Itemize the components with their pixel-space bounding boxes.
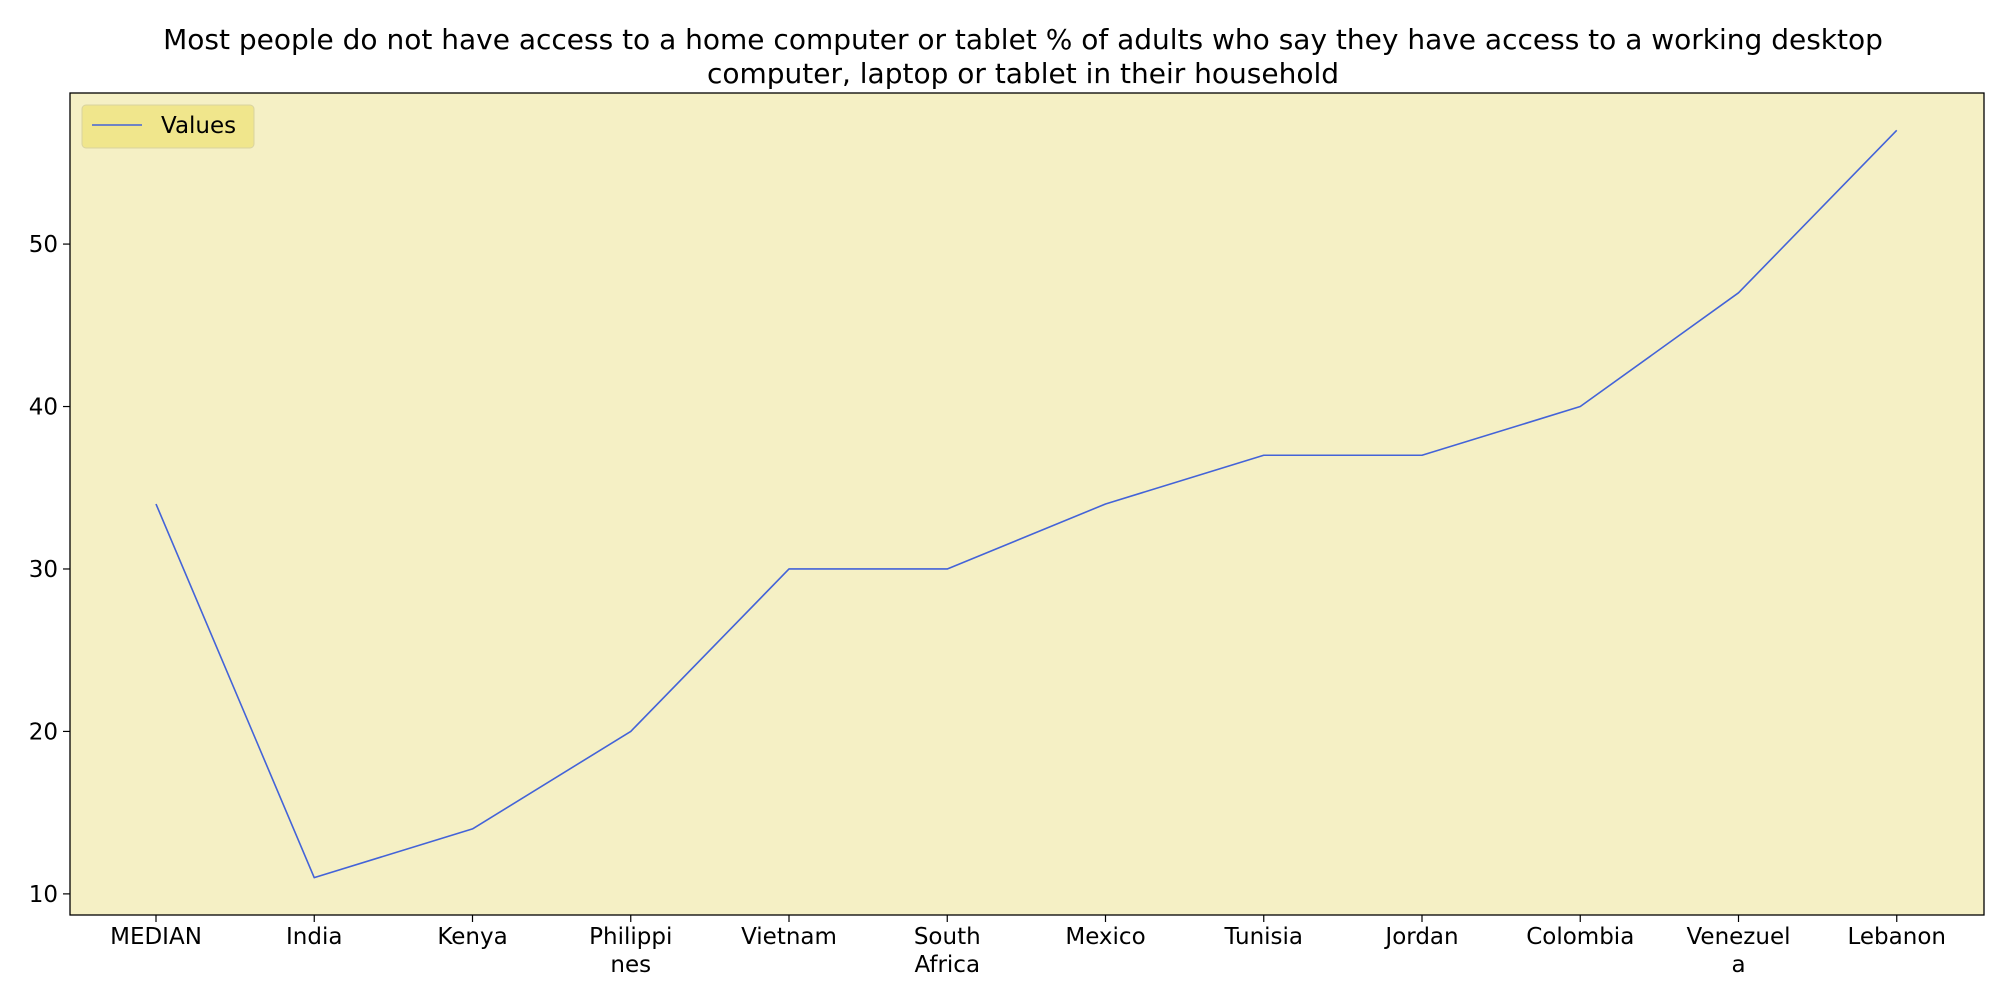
x-tick-label: Venezuel [1686, 924, 1790, 950]
x-tick-label: Africa [914, 952, 980, 978]
x-tick-label: Jordan [1383, 924, 1458, 950]
x-tick-label: Lebanon [1848, 924, 1946, 950]
legend-box [81, 104, 255, 149]
chart-title: Most people do not have access to a home… [163, 23, 1883, 90]
chart-title-line-2: computer, laptop or tablet in their hous… [707, 57, 1339, 90]
x-tick-label: India [286, 924, 342, 950]
chart-title-line-1: Most people do not have access to a home… [163, 23, 1883, 56]
y-tick-label: 30 [29, 557, 58, 583]
x-tick-label: a [1731, 952, 1745, 978]
series-layer [155, 129, 1898, 879]
x-tick-label: Kenya [437, 924, 507, 950]
y-tick-label: 50 [29, 232, 58, 258]
y-axis: 10 20 30 40 50 [29, 232, 70, 908]
x-tick-label: nes [610, 952, 651, 978]
legend-label-values: Values [161, 113, 236, 139]
x-tick-label: Tunisia [1223, 924, 1303, 950]
y-tick-label: 10 [29, 882, 58, 908]
y-tick-label: 20 [29, 719, 58, 745]
x-tick-label: Vietnam [741, 924, 837, 950]
y-tick-label: 40 [29, 395, 58, 421]
x-tick-label: South [914, 924, 981, 950]
series-line-values [155, 129, 1898, 879]
x-tick-label: MEDIAN [110, 924, 202, 950]
x-tick-label: Colombia [1526, 924, 1634, 950]
plot-area [69, 92, 1985, 916]
x-tick-label: Mexico [1065, 924, 1145, 950]
x-tick-label: Philippi [589, 924, 672, 950]
legend: Values [81, 104, 255, 149]
